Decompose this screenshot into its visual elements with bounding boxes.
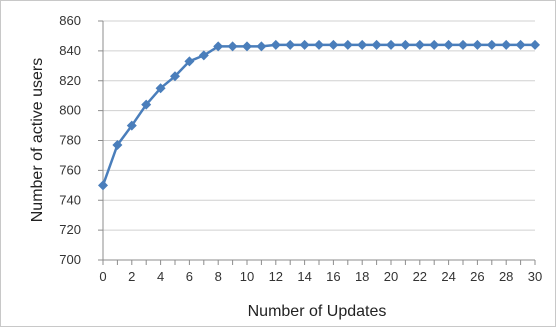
y-tick-label-700: 700	[59, 252, 81, 267]
data-point-8	[213, 41, 224, 52]
data-point-19	[371, 39, 382, 50]
x-tick-label-14: 14	[297, 269, 311, 284]
data-point-14	[299, 39, 310, 50]
x-axis-title: Number of Updates	[248, 303, 387, 320]
x-tick-label-26: 26	[470, 269, 484, 284]
y-tick-label-760: 760	[59, 162, 81, 177]
axes	[98, 20, 536, 265]
y-tick-label-800: 800	[59, 103, 81, 118]
data-point-22	[414, 39, 425, 50]
x-tick-label-12: 12	[269, 269, 283, 284]
x-tick-label-4: 4	[157, 269, 164, 284]
data-point-21	[400, 39, 411, 50]
y-axis-title: Number of active users	[29, 58, 46, 223]
x-tick-label-6: 6	[186, 269, 193, 284]
data-point-24	[443, 39, 454, 50]
x-tick-label-30: 30	[528, 269, 542, 284]
y-tick-label-740: 740	[59, 192, 81, 207]
gridlines	[103, 20, 535, 231]
data-point-10	[242, 41, 252, 52]
x-tick-label-20: 20	[384, 269, 398, 284]
data-point-9	[227, 41, 238, 52]
data-point-16	[328, 39, 339, 50]
data-point-18	[357, 39, 368, 50]
data-point-29	[515, 39, 526, 50]
x-tick-label-16: 16	[326, 269, 340, 284]
series-line-0	[101, 43, 535, 186]
data-point-7	[198, 50, 209, 61]
data-point-25	[458, 39, 468, 50]
y-tick-label-840: 840	[59, 43, 81, 58]
data-point-5	[170, 71, 180, 82]
series-group	[98, 39, 540, 191]
data-point-26	[472, 39, 483, 50]
data-point-20	[386, 39, 396, 50]
data-point-23	[429, 39, 440, 50]
y-tick-label-860: 860	[59, 13, 81, 28]
data-point-30	[530, 39, 540, 50]
data-point-28	[501, 39, 512, 50]
x-tick-label-2: 2	[128, 269, 135, 284]
x-tick-label-0: 0	[99, 269, 106, 284]
y-tick-label-720: 720	[59, 222, 81, 237]
data-point-11	[256, 41, 267, 52]
x-tick-label-18: 18	[355, 269, 369, 284]
x-tick-label-8: 8	[215, 269, 222, 284]
data-point-4	[155, 83, 166, 94]
y-tick-label-780: 780	[59, 133, 81, 148]
data-point-12	[270, 39, 281, 50]
data-point-0	[98, 180, 108, 191]
data-point-1	[112, 139, 123, 150]
data-point-2	[126, 120, 137, 131]
data-point-15	[314, 39, 324, 50]
x-tick-label-28: 28	[499, 269, 513, 284]
y-tick-labels: 700 720 740 760 780 800 820 840 860	[59, 13, 81, 267]
x-tick-label-22: 22	[413, 269, 427, 284]
x-tick-label-24: 24	[441, 269, 455, 284]
data-point-27	[486, 39, 497, 50]
data-point-17	[342, 39, 353, 50]
data-point-3	[141, 99, 152, 110]
data-point-6	[184, 56, 195, 67]
data-point-13	[285, 39, 296, 50]
y-tick-label-820: 820	[59, 73, 81, 88]
x-tick-labels: 0 2 4 6 8 10 12 14 16 18 20 22 24 26 28 30	[99, 269, 542, 284]
x-tick-label-10: 10	[240, 269, 254, 284]
